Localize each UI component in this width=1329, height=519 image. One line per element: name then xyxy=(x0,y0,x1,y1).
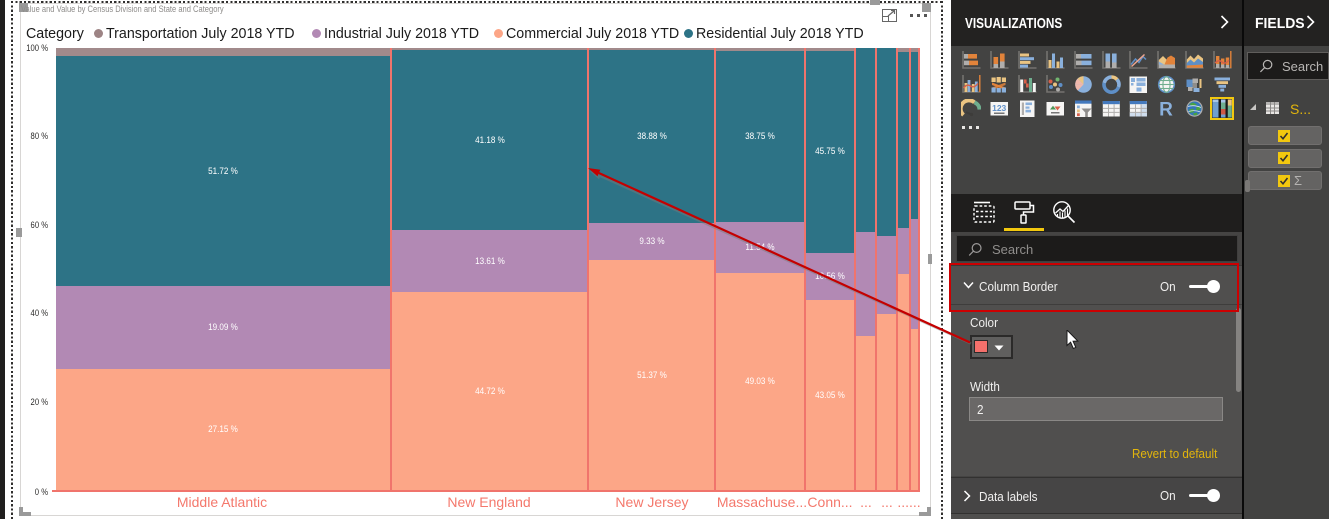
svg-text:R: R xyxy=(1159,100,1173,119)
svg-text:123: 123 xyxy=(992,103,1006,113)
